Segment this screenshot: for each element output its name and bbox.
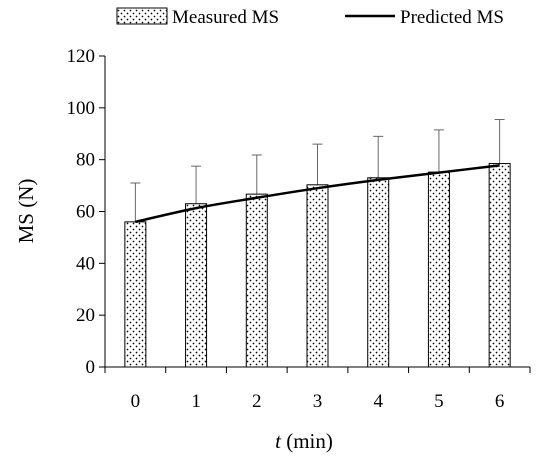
legend-swatch-measured (116, 7, 168, 25)
bar-5 (427, 171, 450, 368)
x-tick-label-2: 2 (252, 391, 262, 412)
y-tick-label-3: 60 (76, 202, 95, 223)
predicted-line (135, 164, 500, 224)
x-axis-title-rest: (min) (281, 429, 333, 453)
x-tick-label-5: 5 (434, 391, 444, 412)
axes (99, 55, 531, 373)
legend-label-predicted: Predicted MS (400, 7, 504, 28)
bars (124, 163, 511, 368)
bar-3 (306, 184, 329, 368)
legend-label-measured: Measured MS (172, 7, 279, 28)
bar-0 (124, 221, 147, 368)
y-tick-label-6: 120 (67, 46, 96, 67)
x-tick-label-4: 4 (373, 391, 383, 412)
predicted-line-layer (135, 164, 500, 224)
bar-6 (488, 163, 511, 368)
x-tick-label-1: 1 (191, 391, 201, 412)
bar-2 (245, 193, 268, 368)
x-axis-title-italic: t (275, 429, 282, 453)
y-tick-label-5: 100 (67, 98, 96, 119)
x-tick-labels: 0 1 2 3 4 5 6 (131, 391, 505, 412)
y-tick-label-4: 80 (76, 150, 95, 171)
bar-4 (367, 177, 390, 368)
bar-1 (185, 203, 208, 368)
x-tick-label-6: 6 (495, 391, 505, 412)
y-axis-title: MS (N) (14, 179, 38, 244)
x-tick-label-0: 0 (131, 391, 141, 412)
legend: Measured MS Predicted MS (116, 7, 504, 28)
y-tick-label-2: 40 (76, 253, 95, 274)
y-tick-label-0: 0 (86, 357, 96, 378)
y-tick-labels: 0 20 40 60 80 100 120 (67, 46, 96, 378)
y-tick-label-1: 20 (76, 305, 95, 326)
x-tick-label-3: 3 (313, 391, 323, 412)
x-axis-title: t (min) (275, 429, 333, 453)
